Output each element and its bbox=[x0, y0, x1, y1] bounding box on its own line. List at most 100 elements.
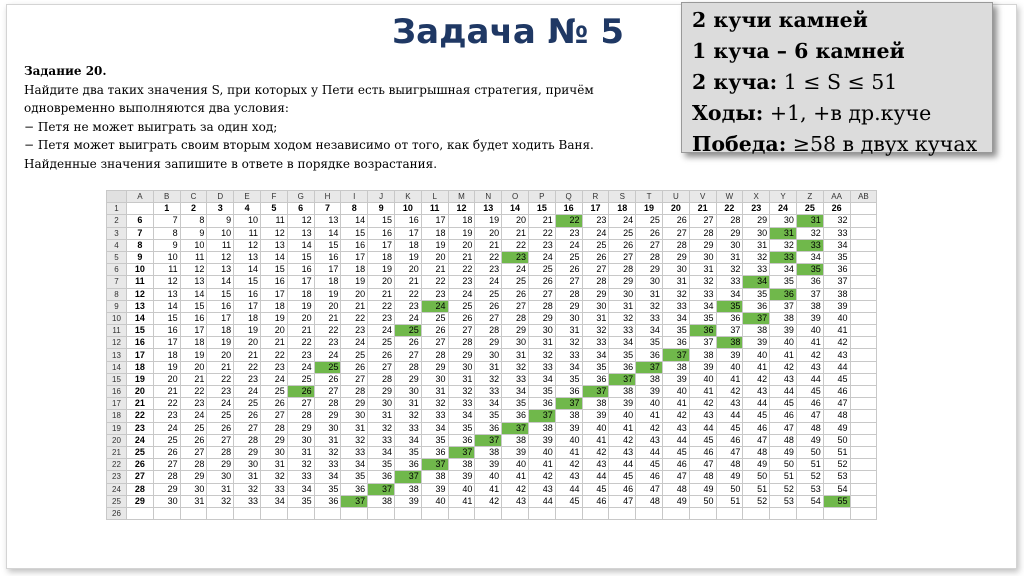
sum-cell: 20 bbox=[474, 226, 503, 240]
pile-one-cell: 29 bbox=[126, 494, 154, 508]
sum-cell: 16 bbox=[286, 263, 315, 277]
sum-cell: 38 bbox=[501, 433, 529, 447]
sum-cell: 43 bbox=[688, 409, 717, 423]
sum-cell: 14 bbox=[233, 263, 261, 277]
sum-cell: 22 bbox=[152, 397, 181, 411]
sum-cell: 12 bbox=[206, 250, 235, 265]
sum-cell: 35 bbox=[286, 494, 315, 508]
empty-cell bbox=[849, 494, 878, 508]
table-row: 2 6 7 8 9 10 11 12 13 14 15 16 17 18 19 20 21 22 23 24 25 26 2… bbox=[106, 214, 878, 228]
sum-cell: 39 bbox=[769, 324, 797, 338]
sum-cell: 34 bbox=[286, 482, 315, 496]
table-row: 6 10 11 12 13 14 15 16 17 18 19 20 21 22 23 24 25 26 27 28 2… bbox=[106, 263, 878, 277]
sum-cell: 19 bbox=[206, 336, 235, 350]
sum-cell: 32 bbox=[340, 433, 369, 447]
sum-cell: 18 bbox=[420, 226, 449, 240]
header-cell: 17 bbox=[581, 202, 610, 216]
sum-cell: 29 bbox=[661, 250, 690, 265]
sum-cell: 30 bbox=[286, 433, 315, 447]
sum-cell: 30 bbox=[661, 263, 690, 277]
sum-cell: 43 bbox=[795, 360, 824, 374]
empty-cell bbox=[849, 372, 878, 387]
sum-cell: 33 bbox=[474, 384, 503, 399]
sum-cell: 26 bbox=[206, 421, 235, 435]
empty-cell bbox=[849, 348, 878, 362]
sum-cell: 18 bbox=[233, 311, 261, 326]
sum-cell: 32 bbox=[447, 384, 476, 399]
sum-cell: 35 bbox=[367, 458, 395, 472]
sum-cell: 39 bbox=[715, 348, 744, 362]
sum-cell: 36 bbox=[581, 372, 610, 387]
sum-cell: 29 bbox=[340, 397, 369, 411]
sum-cell: 25 bbox=[393, 324, 422, 338]
sum-cell: 25 bbox=[527, 263, 556, 277]
sum-cell: 12 bbox=[259, 226, 288, 240]
pile-one-cell: 27 bbox=[126, 470, 154, 484]
sum-cell: 33 bbox=[688, 287, 717, 301]
sum-cell: 30 bbox=[554, 311, 583, 326]
sum-cell: 25 bbox=[474, 287, 503, 301]
sum-cell: 20 bbox=[179, 360, 208, 374]
row-number: 23 bbox=[106, 470, 127, 484]
sum-cell: 35 bbox=[501, 397, 529, 411]
table-row: 3 7 8 9 10 11 12 13 14 15 16 17 18 19 20 21 22 23 24 25 26 27… bbox=[106, 226, 878, 240]
pile-one-cell: 28 bbox=[126, 482, 154, 496]
sum-cell: 23 bbox=[179, 397, 208, 411]
sum-cell: 34 bbox=[420, 421, 449, 435]
empty-cell bbox=[849, 433, 878, 447]
sum-cell: 26 bbox=[608, 238, 637, 252]
sum-cell: 13 bbox=[152, 287, 181, 301]
sum-cell: 16 bbox=[259, 275, 288, 289]
sum-cell: 36 bbox=[742, 299, 771, 313]
sum-cell: 40 bbox=[688, 372, 717, 387]
sum-cell: 42 bbox=[715, 384, 744, 399]
sum-cell: 33 bbox=[233, 494, 261, 508]
sum-cell: 32 bbox=[661, 287, 690, 301]
empty-cell bbox=[715, 506, 744, 521]
sum-cell: 24 bbox=[286, 360, 315, 374]
row-number: 2 bbox=[106, 214, 127, 228]
sum-cell: 18 bbox=[152, 348, 181, 362]
sum-cell: 22 bbox=[286, 336, 315, 350]
sum-cell: 40 bbox=[501, 458, 529, 472]
sum-cell: 33 bbox=[608, 324, 637, 338]
sum-cell: 16 bbox=[393, 214, 422, 228]
sum-cell: 30 bbox=[474, 348, 503, 362]
sum-cell: 31 bbox=[313, 433, 342, 447]
sum-cell: 42 bbox=[501, 482, 529, 496]
row-number: 9 bbox=[106, 299, 127, 313]
sum-cell: 20 bbox=[367, 275, 395, 289]
header-cell: 18 bbox=[608, 202, 637, 216]
sum-cell: 45 bbox=[795, 384, 824, 399]
sum-cell: 17 bbox=[259, 287, 288, 301]
sum-cell: 40 bbox=[554, 433, 583, 447]
sum-cell: 29 bbox=[286, 421, 315, 435]
sum-cell: 32 bbox=[822, 214, 851, 228]
sum-cell: 48 bbox=[635, 494, 663, 508]
sum-cell: 40 bbox=[795, 324, 824, 338]
sum-cell: 37 bbox=[661, 348, 690, 362]
sum-cell: 26 bbox=[474, 299, 503, 313]
sum-cell: 31 bbox=[635, 287, 663, 301]
sum-cell: 39 bbox=[420, 482, 449, 496]
table-row: 26 bbox=[106, 506, 878, 521]
table-row: 8 12 13 14 15 16 17 18 19 20 21 22 23 24 25 26 27 28 29 30 3… bbox=[106, 287, 878, 301]
sum-cell: 45 bbox=[822, 372, 851, 387]
sum-cell: 23 bbox=[152, 409, 181, 423]
sum-cell: 23 bbox=[286, 348, 315, 362]
sum-cell: 45 bbox=[661, 445, 690, 460]
sum-cell: 40 bbox=[822, 311, 851, 326]
column-letter: L bbox=[420, 189, 449, 204]
empty-cell bbox=[849, 470, 878, 484]
sum-cell: 19 bbox=[447, 226, 476, 240]
sum-cell: 50 bbox=[769, 458, 797, 472]
sum-cell: 28 bbox=[340, 384, 369, 399]
sum-cell: 29 bbox=[259, 433, 288, 447]
empty-cell bbox=[286, 506, 315, 521]
sum-cell: 33 bbox=[554, 348, 583, 362]
sum-cell: 23 bbox=[447, 275, 476, 289]
spreadsheet: A B C D E F G H I J K L M N O P Q R S T U V W X Y Z AA AB 1 1 2 3 4 5 6 7 8 9… bbox=[106, 189, 878, 521]
row-number: 1 bbox=[106, 202, 127, 216]
sum-cell: 14 bbox=[152, 299, 181, 313]
sum-cell: 20 bbox=[313, 299, 342, 313]
